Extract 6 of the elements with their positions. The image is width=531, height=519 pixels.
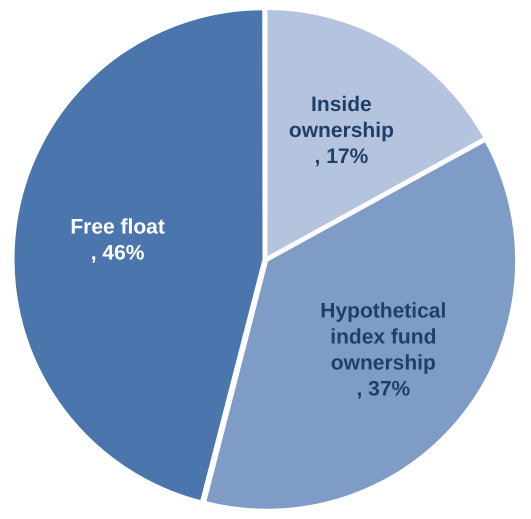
slice-label: Free float: [70, 216, 165, 239]
slice-label: Hypothetical index fund ownership: [320, 300, 446, 375]
data-label: , 46%: [90, 242, 145, 265]
data-label: , 37%: [356, 378, 410, 401]
slice-label: Inside ownership: [288, 92, 394, 142]
data-label: , 17%: [314, 144, 369, 168]
